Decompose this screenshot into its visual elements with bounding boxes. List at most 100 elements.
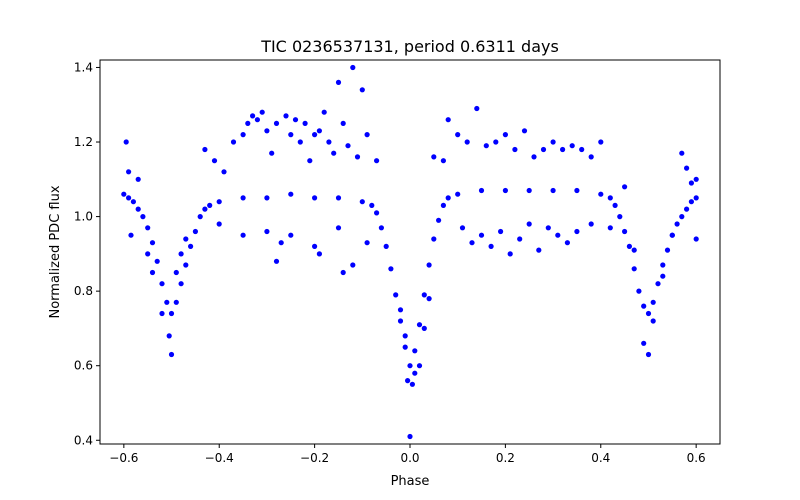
data-point [183,262,189,268]
data-point [250,113,256,119]
data-point [278,240,284,246]
data-point [388,266,394,272]
data-point [555,232,561,238]
data-point [498,228,504,235]
data-point [283,113,289,119]
data-points [121,64,699,440]
data-point [650,318,656,324]
data-point [164,299,170,305]
data-point [312,195,318,201]
data-point [684,165,690,171]
data-point [240,232,246,238]
data-point [166,333,172,339]
data-point [307,158,313,164]
data-point [502,187,508,194]
data-point [374,158,380,164]
data-point [302,120,308,126]
data-point [149,269,156,276]
data-point [455,132,461,138]
data-point [264,128,270,134]
data-point [664,247,671,253]
data-point [564,240,571,246]
data-point [145,251,151,257]
data-point [154,258,160,264]
data-point [526,187,532,194]
y-tick-label: 1.0 [74,210,93,224]
data-point [416,322,423,328]
data-point [569,143,575,149]
x-axis-label: Phase [391,474,430,489]
data-point [526,221,532,227]
data-point [416,363,423,369]
y-tick-label: 1.4 [74,60,93,74]
data-point [135,176,141,182]
data-point [259,109,265,115]
data-point [607,225,613,231]
data-point [617,214,623,220]
data-point [431,154,437,160]
data-point [188,243,194,249]
data-point [159,310,165,317]
data-point [397,318,404,324]
data-point [550,139,556,145]
data-point [168,351,175,358]
x-tick-label: 0.4 [591,451,610,465]
data-point [459,225,466,231]
y-tick-label: 0.6 [74,359,93,373]
data-point [140,214,146,220]
data-point [679,150,685,156]
data-point [359,199,365,205]
data-point [359,87,365,93]
y-tick-label: 1.2 [74,135,93,149]
data-point [636,288,642,294]
data-point [393,292,399,298]
data-point [374,210,380,216]
data-point [316,251,322,257]
data-point [123,139,129,145]
data-point [128,232,134,238]
data-point [655,281,661,287]
x-tick-label: 0.6 [687,451,706,465]
data-point [321,109,327,115]
data-point [354,154,361,160]
data-point [340,120,346,126]
data-point [588,154,594,160]
data-point [645,310,652,317]
data-point [622,184,628,190]
data-point [168,310,175,317]
data-point [264,228,270,235]
data-point [650,299,656,305]
data-point [626,243,633,249]
data-point [574,228,580,235]
data-point [469,240,475,246]
data-point [660,262,666,268]
data-point [126,195,132,201]
data-point [350,262,356,268]
data-point [378,225,384,231]
data-point [574,187,580,194]
x-tick-label: −0.6 [109,451,138,465]
data-point [216,199,222,205]
data-point [402,344,408,350]
x-axis-ticks: −0.6 −0.4 −0.2 0.0 0.2 0.4 0.6 [109,444,706,465]
data-point [407,363,413,369]
data-point [669,232,675,238]
data-point [273,120,280,126]
data-point [240,132,246,138]
data-point [660,273,666,279]
data-point [488,243,494,249]
data-point [288,232,294,238]
data-point [483,143,489,149]
data-point [345,143,351,149]
data-point [240,195,246,201]
x-tick-label: −0.4 [205,451,234,465]
data-point [540,146,547,153]
data-point [216,221,222,227]
data-point [688,180,695,186]
y-axis-label: Normalized PDC flux [48,185,63,318]
data-point [211,158,218,164]
data-point [560,146,566,153]
data-point [149,240,156,246]
